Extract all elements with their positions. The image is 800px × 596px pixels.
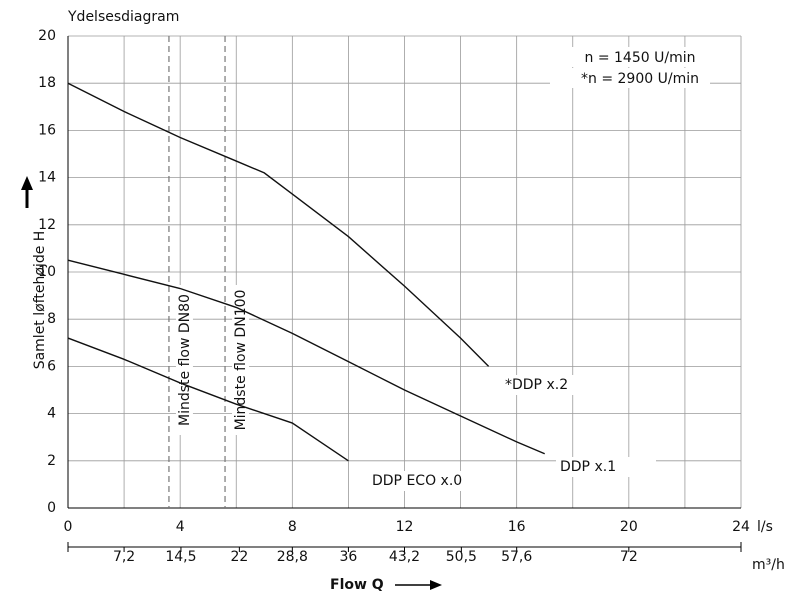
y-tick-label: 4	[47, 406, 56, 422]
x-tick-label: 20	[620, 519, 638, 535]
x2-tick-label: 72	[620, 549, 638, 565]
y-tick-label: 14	[38, 170, 56, 186]
series-label: DDP ECO x.0	[372, 473, 462, 489]
series-line	[67, 82, 490, 367]
x2-unit: m³/h	[752, 557, 785, 573]
series-label: *DDP x.2	[505, 377, 568, 393]
x2-tick-label: 22	[230, 549, 248, 565]
x2-tick-label: 36	[340, 549, 358, 565]
annotation: n = 1450 U/min	[585, 50, 696, 66]
x2-tick-label: 14,5	[165, 549, 196, 565]
y-axis-label: Samlet løftehøjde H	[32, 231, 48, 370]
x2-tick-label: 7,2	[113, 549, 135, 565]
x-tick-label: 16	[508, 519, 526, 535]
annotation: *n = 2900 U/min	[581, 71, 699, 87]
x-unit: l/s	[757, 519, 773, 535]
x-arrow	[395, 580, 442, 590]
label-bg	[368, 471, 468, 491]
x2-tick-label: 43,2	[389, 549, 420, 565]
series-line	[67, 259, 545, 455]
label-bg	[550, 47, 710, 67]
y-tick-label: 16	[38, 122, 56, 138]
y-tick-label: 2	[47, 453, 56, 469]
x2-tick-label: 50,5	[446, 549, 477, 565]
y-tick-label: 20	[38, 28, 56, 44]
y-arrow	[21, 176, 33, 208]
series-label: DDP x.1	[560, 459, 616, 475]
x-tick-label: 12	[396, 519, 414, 535]
x2-tick-label: 28,8	[277, 549, 308, 565]
label-bg	[175, 285, 193, 435]
x-tick-label: 8	[288, 519, 297, 535]
y-tick-label: 10	[38, 264, 56, 280]
y-tick-label: 8	[47, 311, 56, 327]
label-bg	[501, 375, 601, 395]
y-tick-label: 18	[38, 75, 56, 91]
label-bg	[232, 285, 250, 435]
label-bg	[550, 68, 710, 88]
x-tick-label: 24	[732, 519, 750, 535]
label-bg	[556, 457, 656, 477]
chart-title: Ydelsesdiagram	[67, 9, 179, 25]
y-tick-label: 6	[47, 358, 56, 374]
x-tick-label: 0	[64, 519, 73, 535]
min-flow-label: Mindste flow DN80	[177, 294, 193, 426]
x-tick-label: 4	[176, 519, 185, 535]
min-flow-label: Mindste flow DN100	[233, 290, 249, 431]
x-axis-label: Flow Q	[330, 577, 384, 593]
x2-tick-label: 57,6	[501, 549, 532, 565]
series-line	[67, 337, 349, 462]
y-tick-label: 0	[47, 500, 56, 516]
y-tick-label: 12	[38, 217, 56, 233]
